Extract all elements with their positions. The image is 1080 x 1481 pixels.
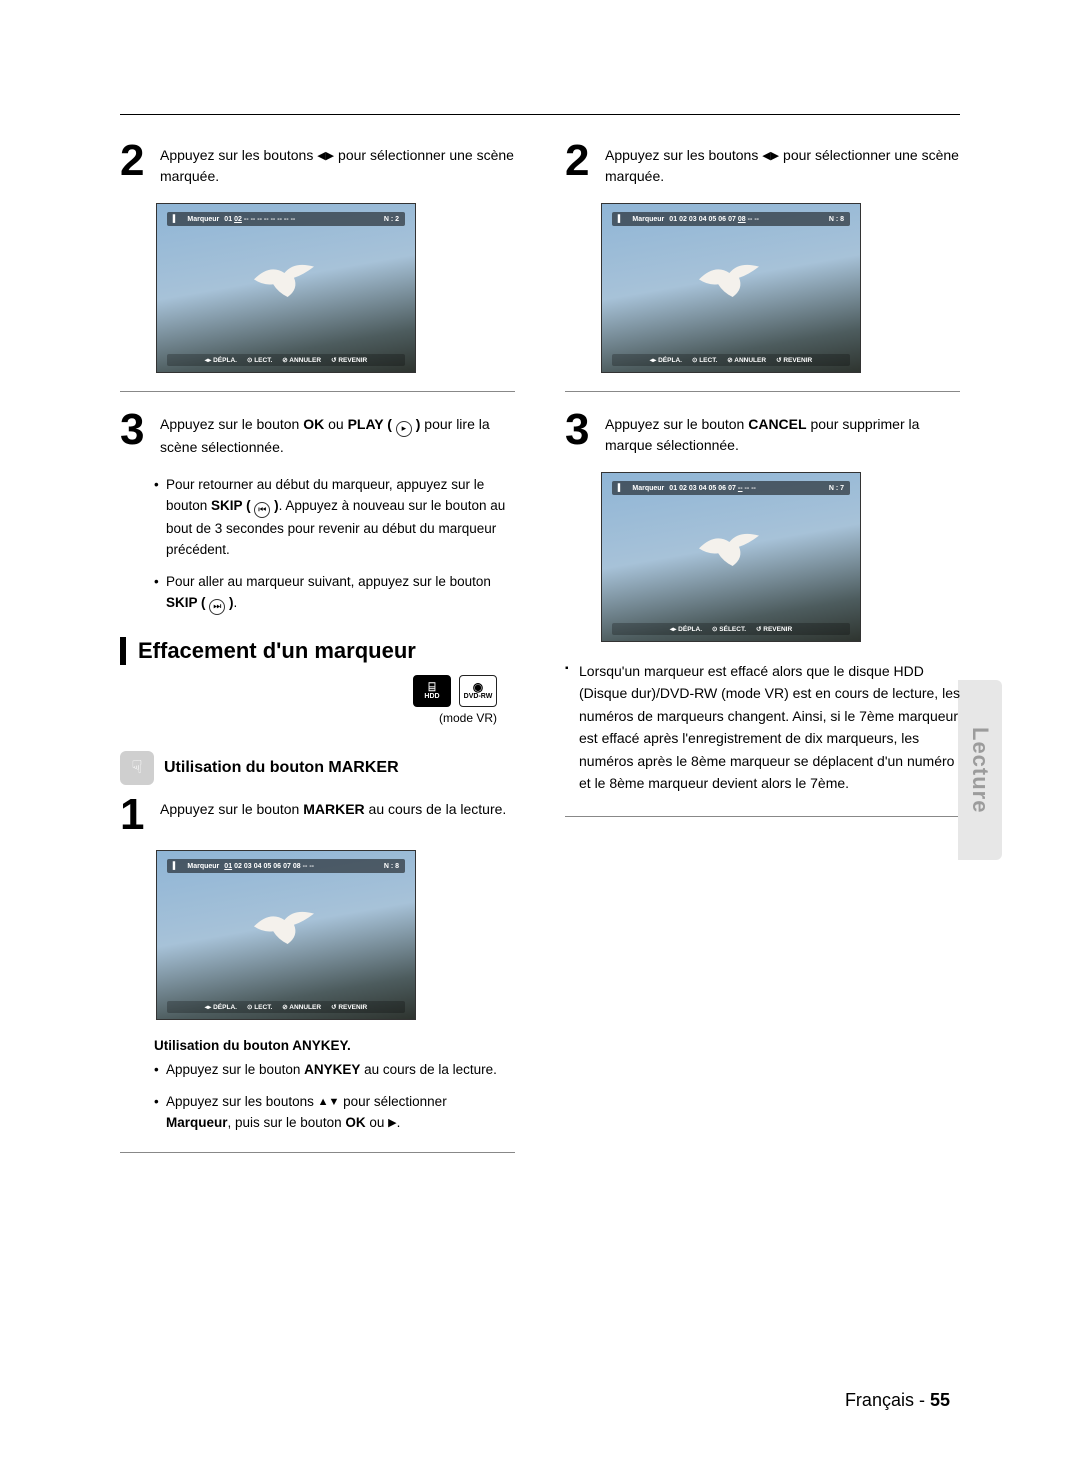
osd-marker-icon: ▍: [173, 215, 178, 223]
dvdrw-badge: ◉ DVD-RW: [459, 675, 497, 707]
osd-marker-icon: ▍: [618, 215, 623, 223]
osd-marker-icon: ▍: [618, 484, 623, 492]
osd-count: N : 7: [829, 485, 844, 492]
osd-numbers: 01020304050607------: [669, 485, 758, 492]
step-number: 3: [565, 410, 595, 456]
bullet: Pour retourner au début du marqueur, app…: [154, 474, 515, 561]
right-column: 2 Appuyez sur les boutons ◀▶ pour sélect…: [565, 133, 960, 1171]
section-tab: Lecture: [958, 680, 1002, 860]
anykey-subheading: Utilisation du bouton ANYKEY.: [154, 1038, 515, 1053]
manual-page: Lecture 2 Appuyez sur les boutons ◀▶ pou…: [0, 0, 1080, 1481]
section-tab-label: Lecture: [967, 727, 993, 813]
left-step-1: 1 Appuyez sur le bouton MARKER au cours …: [120, 795, 515, 835]
left-right-icon: ◀▶: [317, 150, 334, 162]
marker-subheading: ☟ Utilisation du bouton MARKER: [120, 751, 515, 785]
right-step-3: 3 Appuyez sur le bouton CANCEL pour supp…: [565, 410, 960, 456]
screenshot-left-2: ▍ Marqueur 0102---------------- N : 2 ◂▸…: [156, 203, 416, 373]
osd-top: ▍ Marqueur 0102---------------- N : 2: [167, 212, 405, 226]
bird-graphic: [688, 526, 774, 574]
bird-graphic: [243, 257, 329, 305]
up-down-icon: ▲▼: [318, 1096, 340, 1108]
bullet: Appuyez sur le bouton ANYKEY au cours de…: [154, 1059, 515, 1081]
step-body: Appuyez sur les boutons ◀▶ pour sélectio…: [605, 141, 960, 187]
left-step3-bullets: Pour retourner au début du marqueur, app…: [154, 474, 515, 615]
play-icon: ▸: [396, 421, 412, 437]
osd-top: ▍ Marqueur 0102030405060708---- N : 8: [612, 212, 850, 226]
mode-vr-label: (mode VR): [120, 711, 497, 725]
divider: [565, 391, 960, 392]
footer-language: Français: [845, 1390, 914, 1410]
osd-count: N : 2: [384, 216, 399, 223]
step-number: 2: [565, 141, 595, 187]
step-body: Appuyez sur les boutons ◀▶ pour sélectio…: [160, 141, 515, 187]
columns: 2 Appuyez sur les boutons ◀▶ pour sélect…: [120, 133, 960, 1171]
page-number: 55: [930, 1390, 950, 1410]
osd-label: Marqueur: [632, 485, 664, 492]
right-step-2: 2 Appuyez sur les boutons ◀▶ pour sélect…: [565, 141, 960, 187]
skip-fwd-icon: ⏭: [209, 599, 225, 615]
osd-count: N : 8: [384, 863, 399, 870]
screenshot-left-1: ▍ Marqueur 0102030405060708---- N : 8 ◂▸…: [156, 850, 416, 1020]
screenshot-right-3: ▍ Marqueur 01020304050607------ N : 7 ◂▸…: [601, 472, 861, 642]
right-icon: ▶: [388, 1117, 396, 1129]
bullet: Appuyez sur les boutons ▲▼ pour sélectio…: [154, 1091, 515, 1134]
osd-top: ▍ Marqueur 0102030405060708---- N : 8: [167, 859, 405, 873]
osd-marker-icon: ▍: [173, 862, 178, 870]
bird-graphic: [243, 904, 329, 952]
osd-numbers: 0102030405060708----: [669, 216, 761, 223]
skip-back-icon: ⏮: [254, 502, 270, 518]
step-number: 3: [120, 410, 150, 458]
heading-title: Effacement d'un marqueur: [138, 638, 416, 664]
osd-numbers: 0102030405060708----: [224, 863, 316, 870]
osd-bottom: ◂▸ DÉPLA. ⊙ LECT. ⊘ ANNULER ↺ REVENIR: [167, 1001, 405, 1013]
step-number: 1: [120, 795, 150, 835]
bird-graphic: [688, 257, 774, 305]
step-body: Appuyez sur le bouton OK ou PLAY ( ▸ ) p…: [160, 410, 515, 458]
hand-icon: ☟: [120, 751, 154, 785]
divider: [120, 391, 515, 392]
divider: [565, 816, 960, 817]
osd-label: Marqueur: [187, 863, 219, 870]
osd-count: N : 8: [829, 216, 844, 223]
osd-label: Marqueur: [187, 216, 219, 223]
divider: [120, 1152, 515, 1153]
step-body: Appuyez sur le bouton CANCEL pour suppri…: [605, 410, 960, 456]
bullet: Pour aller au marqueur suivant, appuyez …: [154, 571, 515, 615]
note-block: Lorsqu'un marqueur est effacé alors que …: [565, 660, 960, 794]
osd-numbers: 0102----------------: [224, 216, 297, 223]
left-step-2: 2 Appuyez sur les boutons ◀▶ pour sélect…: [120, 141, 515, 187]
osd-bottom: ◂▸ DÉPLA. ⊙ SÉLECT. ↺ REVENIR: [612, 623, 850, 635]
left-right-icon: ◀▶: [762, 150, 779, 162]
media-badges: ⌸ HDD ◉ DVD-RW: [120, 675, 497, 707]
osd-bottom: ◂▸ DÉPLA. ⊙ LECT. ⊘ ANNULER ↺ REVENIR: [612, 354, 850, 366]
page-footer: Français - 55: [845, 1390, 950, 1411]
heading-bar: [120, 637, 126, 665]
top-rule: [120, 114, 960, 115]
osd-bottom: ◂▸ DÉPLA. ⊙ LECT. ⊘ ANNULER ↺ REVENIR: [167, 354, 405, 366]
anykey-bullets: Appuyez sur le bouton ANYKEY au cours de…: [154, 1059, 515, 1134]
section-heading: Effacement d'un marqueur: [120, 637, 515, 665]
left-column: 2 Appuyez sur les boutons ◀▶ pour sélect…: [120, 133, 515, 1171]
osd-top: ▍ Marqueur 01020304050607------ N : 7: [612, 481, 850, 495]
osd-label: Marqueur: [632, 216, 664, 223]
hdd-icon: ⌸: [428, 681, 435, 693]
hdd-badge: ⌸ HDD: [413, 675, 451, 707]
disc-icon: ◉: [473, 681, 483, 693]
step-number: 2: [120, 141, 150, 187]
step-body: Appuyez sur le bouton MARKER au cours de…: [160, 795, 506, 835]
left-step-3: 3 Appuyez sur le bouton OK ou PLAY ( ▸ )…: [120, 410, 515, 458]
subheading-label: Utilisation du bouton MARKER: [164, 759, 399, 777]
screenshot-right-2: ▍ Marqueur 0102030405060708---- N : 8 ◂▸…: [601, 203, 861, 373]
note-text: Lorsqu'un marqueur est effacé alors que …: [579, 663, 960, 791]
